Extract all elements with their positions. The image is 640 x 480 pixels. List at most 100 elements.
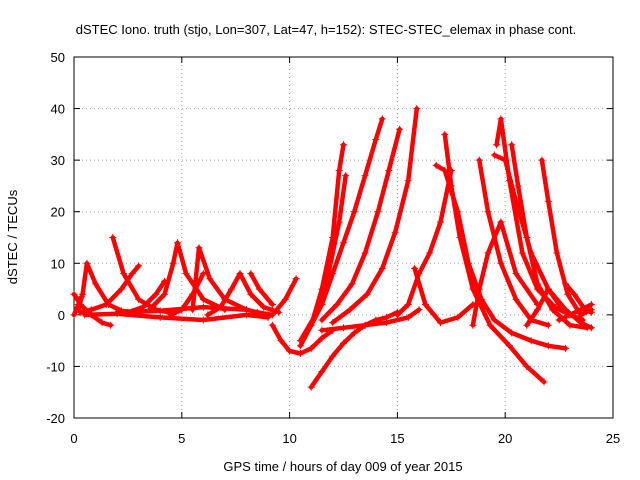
data-point-plus [544, 285, 552, 293]
data-point-plus [296, 350, 304, 357]
data-point-plus [199, 316, 207, 324]
x-tick-label: 15 [390, 431, 404, 446]
series-line [168, 271, 206, 318]
data-point-plus [562, 344, 570, 352]
data-point-plus [361, 249, 369, 257]
data-point-plus [441, 167, 449, 174]
data-point-plus [113, 308, 121, 316]
data-point-plus [378, 264, 386, 272]
data-point-plus [570, 290, 578, 298]
data-point-plus [340, 339, 347, 347]
y-tick-label: -20 [46, 411, 65, 426]
data-point-plus [587, 308, 595, 316]
data-point-plus [83, 259, 91, 267]
y-tick-label: 20 [51, 205, 65, 220]
data-point-plus [318, 368, 326, 376]
data-point-plus [562, 280, 570, 288]
data-point-plus [490, 151, 498, 159]
data-series-track [329, 105, 421, 327]
data-point-plus [404, 177, 412, 185]
data-point-plus [120, 270, 128, 278]
series-line [494, 116, 573, 318]
series-line [319, 307, 422, 333]
data-point-plus [506, 342, 513, 350]
series-line [237, 271, 282, 315]
x-tick-label: 5 [178, 431, 185, 446]
data-point-plus [281, 295, 289, 303]
y-tick-label: 0 [58, 308, 65, 323]
data-point-plus [342, 172, 350, 180]
series-line [395, 168, 454, 318]
data-point-plus [70, 290, 78, 298]
data-point-plus [199, 303, 207, 311]
chart-title: dSTEC Iono. truth (stjo, Lon=307, Lat=47… [76, 22, 576, 37]
series-line [110, 235, 176, 316]
data-point-plus [501, 156, 509, 164]
data-point-plus [396, 125, 404, 133]
data-point-plus [318, 334, 326, 342]
x-tick-label: 20 [498, 431, 512, 446]
data-point-plus [247, 270, 255, 278]
data-point-plus [555, 316, 563, 324]
data-series-track [318, 125, 404, 324]
data-point-plus [77, 308, 84, 316]
data-point-plus [277, 337, 285, 345]
data-point-plus [318, 326, 326, 334]
data-point-plus [346, 306, 354, 314]
data-point-plus [174, 239, 181, 247]
data-point-plus [378, 115, 386, 123]
data-point-plus [469, 285, 477, 293]
data-point-plus [544, 197, 552, 205]
data-point-plus [385, 167, 393, 174]
data-series-track [555, 301, 595, 324]
data-point-plus [255, 285, 263, 293]
data-point-plus [512, 295, 520, 303]
data-point-plus [544, 342, 552, 350]
data-point-plus [350, 329, 358, 337]
data-point-plus [579, 316, 587, 324]
data-point-plus [109, 234, 117, 241]
series-line [412, 266, 476, 325]
data-point-plus [335, 218, 343, 226]
data-series-track [113, 303, 272, 319]
data-point-plus [363, 290, 371, 298]
data-point-plus [393, 311, 401, 319]
data-point-plus [566, 311, 574, 319]
data-point-plus [135, 262, 143, 270]
data-point-plus [497, 218, 505, 226]
x-tick-label: 0 [70, 431, 77, 446]
data-point-plus [512, 270, 520, 278]
data-point-plus [333, 301, 341, 308]
data-point-plus [508, 141, 516, 149]
data-point-plus [340, 141, 347, 149]
data-point-plus [268, 321, 276, 329]
series-line [539, 157, 594, 318]
data-point-plus [253, 308, 261, 316]
data-point-plus [268, 311, 276, 319]
data-point-plus [544, 321, 552, 329]
data-point-plus [286, 347, 294, 355]
data-point-plus [79, 290, 87, 298]
series-line [255, 276, 299, 318]
data-series-track [268, 321, 337, 357]
data-point-plus [361, 321, 369, 329]
series-line [205, 271, 243, 318]
series-line [298, 142, 346, 349]
y-tick-label: -10 [46, 359, 65, 374]
data-point-plus [350, 208, 358, 216]
data-point-plus [518, 249, 526, 257]
data-point-plus [318, 316, 326, 324]
data-point-plus [469, 321, 477, 329]
data-point-plus [475, 285, 483, 293]
data-point-plus [236, 270, 244, 278]
plot-frame [73, 56, 614, 419]
series-line [308, 116, 385, 328]
data-point-plus [514, 182, 522, 190]
data-point-plus [156, 313, 164, 321]
data-point-plus [484, 208, 492, 216]
data-point-plus [117, 285, 125, 293]
data-point-plus [92, 280, 100, 288]
data-point-plus [566, 321, 574, 329]
data-point-plus [534, 306, 541, 314]
